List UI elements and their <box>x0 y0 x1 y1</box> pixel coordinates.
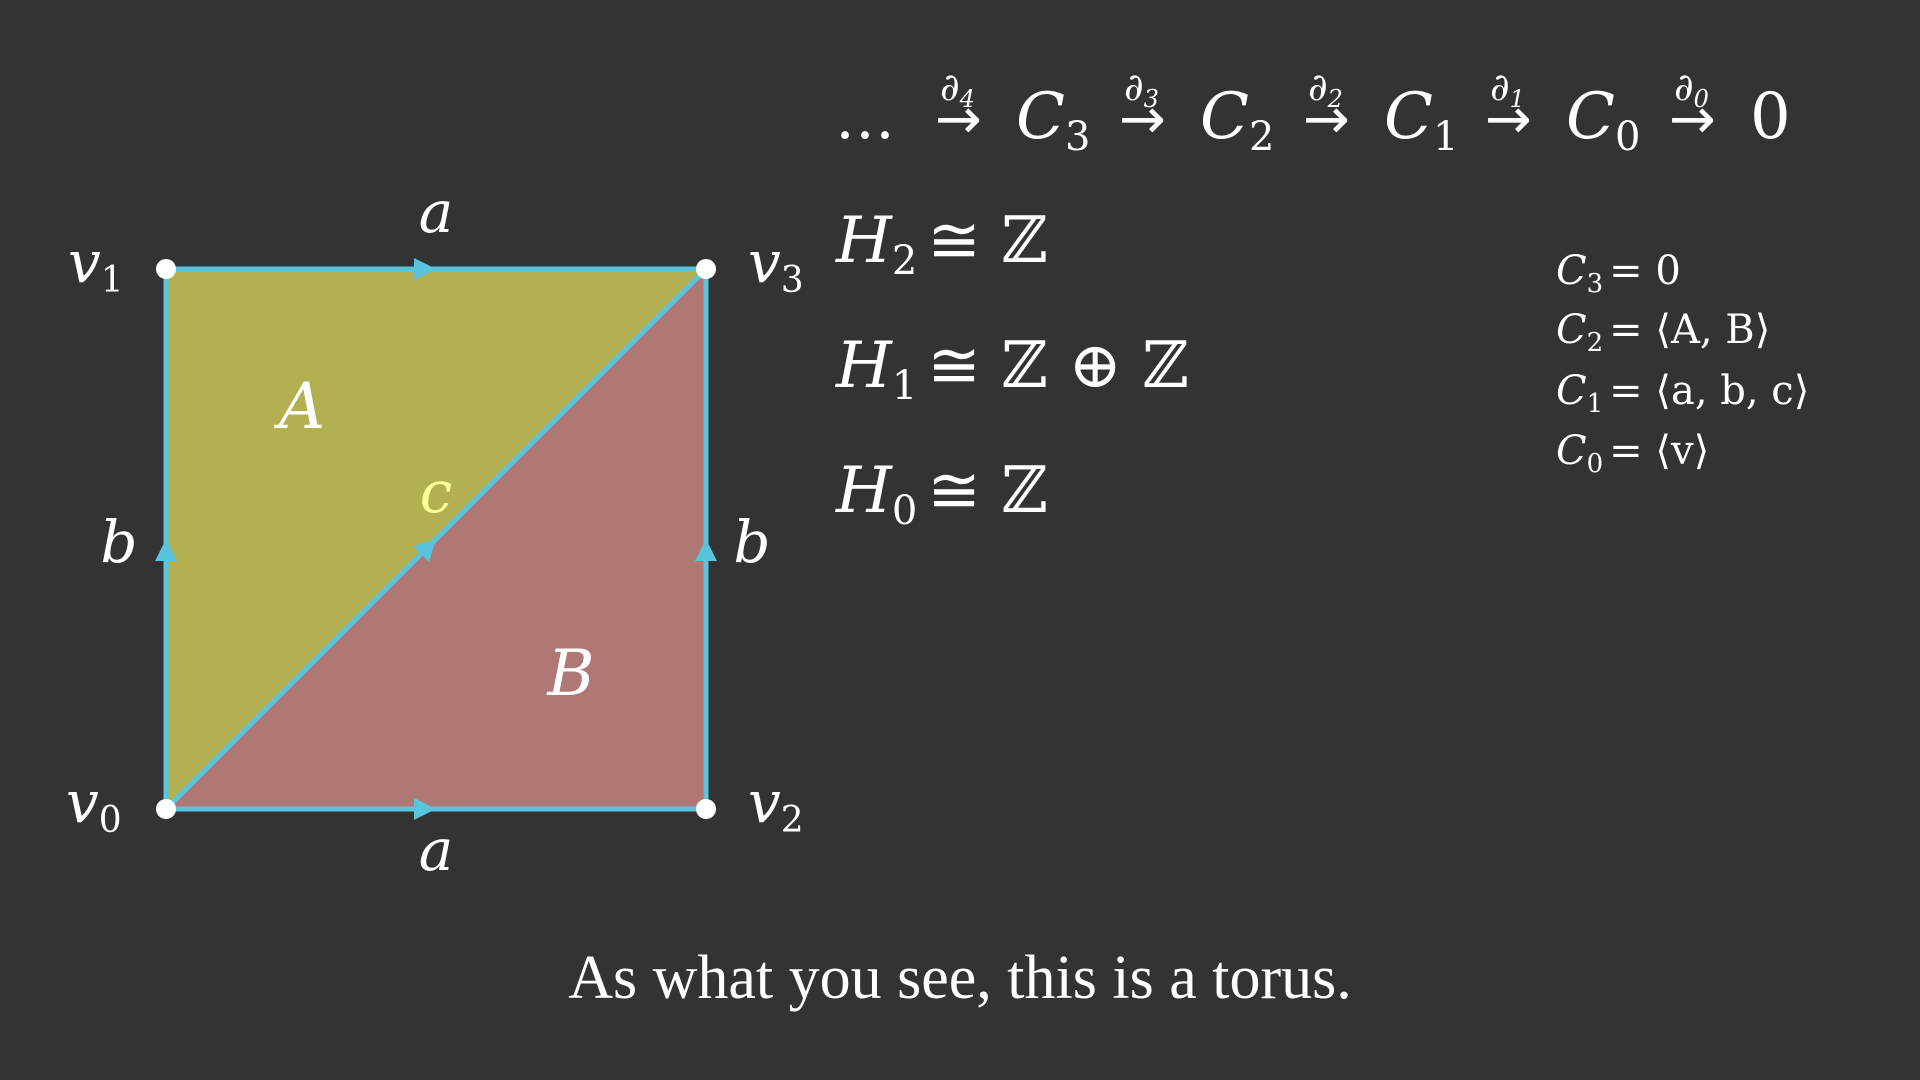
chain-term-3: ∂2 → C1 <box>1303 65 1458 160</box>
map-arrow: → <box>1119 87 1166 152</box>
chain-term-1: ∂4 → C3 <box>935 65 1090 160</box>
arrow-top <box>414 258 436 280</box>
chain-def-C2: C2 = ⟨A, B⟩ <box>1556 307 1770 358</box>
boundary-map-label: ∂3 <box>1124 65 1159 113</box>
face-label-B: B <box>546 637 594 711</box>
chain-def-C1: C1 = ⟨a, b, c⟩ <box>1556 368 1809 419</box>
chain-term-4: ∂1 → C0 <box>1485 65 1640 160</box>
arrow-left <box>155 539 177 561</box>
homology-H2: H2 ≅ ℤ <box>835 204 1048 284</box>
torus-square-diagram: A B a a b b c v1 v3 v0 v2 <box>66 178 804 884</box>
boundary-map-label: ∂4 <box>940 65 975 113</box>
vertex-v0 <box>156 799 176 819</box>
chain-def-C0: C0 = ⟨v⟩ <box>1556 428 1709 479</box>
chain-group-label: C0 <box>1566 80 1640 160</box>
map-arrow: → <box>1485 87 1532 152</box>
homology-groups: H2 ≅ ℤ H1 ≅ ℤ ⊕ ℤ H0 ≅ ℤ <box>835 204 1189 534</box>
map-arrow: → <box>1303 87 1350 152</box>
vertex-label-v2: v2 <box>748 768 804 841</box>
chain-term-5: ∂0 → 0 <box>1669 65 1791 154</box>
edge-label-diagonal: c <box>420 458 452 526</box>
homology-H1: H1 ≅ ℤ ⊕ ℤ <box>835 329 1189 409</box>
face-label-A: A <box>274 370 325 444</box>
chain-group-definitions: C3 = 0 C2 = ⟨A, B⟩ C1 = ⟨a, b, c⟩ C0 = ⟨v⟩ <box>1556 248 1809 479</box>
arrow-diagonal <box>413 539 436 562</box>
boundary-map-label: ∂1 <box>1490 65 1525 113</box>
boundary-map-label: ∂0 <box>1674 65 1709 113</box>
chain-leading-dots: … <box>835 83 895 153</box>
chain-group-label: C1 <box>1384 80 1458 160</box>
vertex-v2 <box>696 799 716 819</box>
edge-label-top: a <box>419 178 454 246</box>
edge-label-right: b <box>733 508 770 576</box>
edge-label-left: b <box>100 508 137 576</box>
chain-complex: … ∂4 → C3 ∂3 → C2 ∂2 → C1 ∂1 → C0 ∂0 → 0 <box>835 65 1791 160</box>
chain-def-C3: C3 = 0 <box>1556 248 1681 299</box>
vertex-label-v1: v1 <box>68 228 124 301</box>
chain-zero: 0 <box>1750 80 1791 154</box>
chain-term-2: ∂3 → C2 <box>1119 65 1274 160</box>
map-arrow: → <box>935 87 982 152</box>
arrow-right <box>695 539 717 561</box>
vertex-v3 <box>696 259 716 279</box>
vertex-label-v0: v0 <box>66 768 122 841</box>
chain-group-label: C2 <box>1200 80 1274 160</box>
vertex-label-v3: v3 <box>748 228 804 301</box>
edge-label-bottom: a <box>419 816 454 884</box>
caption: As what you see, this is a torus. <box>568 944 1352 1012</box>
map-arrow: → <box>1669 87 1716 152</box>
boundary-map-label: ∂2 <box>1308 65 1343 113</box>
chain-group-label: C3 <box>1016 80 1090 160</box>
homology-H0: H0 ≅ ℤ <box>835 454 1048 534</box>
vertex-v1 <box>156 259 176 279</box>
arrow-bottom <box>414 798 436 820</box>
